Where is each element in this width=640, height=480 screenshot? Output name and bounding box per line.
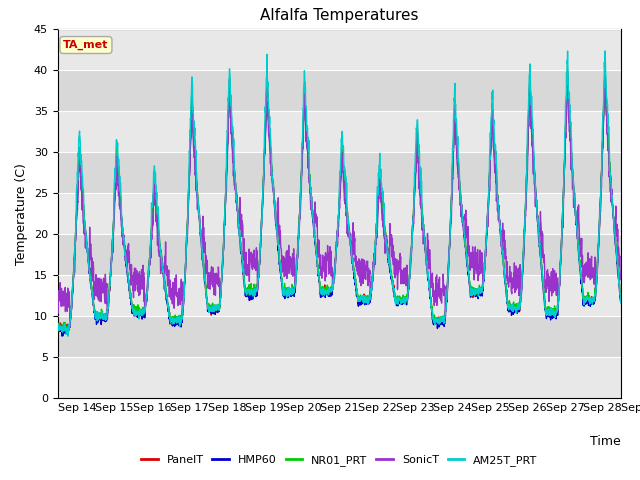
AM25T_PRT <box>583 294 591 300</box>
PanelT <box>583 299 591 304</box>
PanelT <box>356 294 364 300</box>
AM25T_PRT <box>368 281 376 287</box>
PanelT <box>54 325 61 331</box>
SonicT <box>568 154 575 159</box>
Bar <box>58 316 621 357</box>
Line: SonicT: SonicT <box>58 78 621 327</box>
NR01_PRT <box>368 279 376 285</box>
Bar <box>58 111 621 152</box>
PanelT <box>617 299 625 305</box>
Bar <box>58 275 621 316</box>
NR01_PRT <box>503 295 511 300</box>
NR01_PRT <box>617 296 625 302</box>
HMP60 <box>568 151 575 157</box>
AM25T_PRT <box>211 305 219 311</box>
AM25T_PRT <box>356 295 364 301</box>
Text: Time: Time <box>590 435 621 448</box>
HMP60 <box>58 333 66 339</box>
Title: Alfalfa Temperatures: Alfalfa Temperatures <box>260 9 419 24</box>
HMP60 <box>211 307 219 313</box>
SonicT <box>617 269 625 275</box>
HMP60 <box>54 325 61 331</box>
PanelT <box>368 283 376 289</box>
PanelT <box>59 332 67 337</box>
SonicT <box>211 286 219 291</box>
Line: HMP60: HMP60 <box>58 71 621 336</box>
Y-axis label: Temperature (C): Temperature (C) <box>15 163 28 264</box>
Bar <box>58 234 621 275</box>
PanelT <box>503 297 511 302</box>
AM25T_PRT <box>602 48 609 54</box>
AM25T_PRT <box>64 333 72 339</box>
NR01_PRT <box>211 302 219 308</box>
NR01_PRT <box>61 328 69 334</box>
HMP60 <box>503 300 511 306</box>
Bar <box>58 193 621 234</box>
SonicT <box>503 259 511 264</box>
Bar <box>58 152 621 193</box>
SonicT <box>54 300 61 305</box>
NR01_PRT <box>583 296 591 301</box>
Bar <box>58 357 621 398</box>
Bar <box>58 70 621 111</box>
SonicT <box>368 285 376 291</box>
AM25T_PRT <box>617 300 625 306</box>
PanelT <box>211 303 219 309</box>
SonicT <box>601 75 609 81</box>
HMP60 <box>583 299 591 305</box>
NR01_PRT <box>564 67 572 72</box>
HMP60 <box>617 299 625 305</box>
HMP60 <box>356 298 364 304</box>
AM25T_PRT <box>568 135 575 141</box>
PanelT <box>568 148 575 154</box>
NR01_PRT <box>568 149 575 155</box>
SonicT <box>356 257 364 263</box>
Legend: PanelT, HMP60, NR01_PRT, SonicT, AM25T_PRT: PanelT, HMP60, NR01_PRT, SonicT, AM25T_P… <box>136 451 542 470</box>
Line: NR01_PRT: NR01_PRT <box>58 70 621 331</box>
NR01_PRT <box>356 295 364 301</box>
NR01_PRT <box>54 323 61 328</box>
AM25T_PRT <box>54 324 61 330</box>
HMP60 <box>602 68 609 73</box>
Bar <box>58 29 621 70</box>
PanelT <box>601 64 609 70</box>
Line: AM25T_PRT: AM25T_PRT <box>58 51 621 336</box>
SonicT <box>583 265 591 271</box>
Line: PanelT: PanelT <box>58 67 621 335</box>
AM25T_PRT <box>503 299 511 305</box>
SonicT <box>67 324 74 330</box>
HMP60 <box>368 286 376 292</box>
Text: TA_met: TA_met <box>63 40 109 50</box>
